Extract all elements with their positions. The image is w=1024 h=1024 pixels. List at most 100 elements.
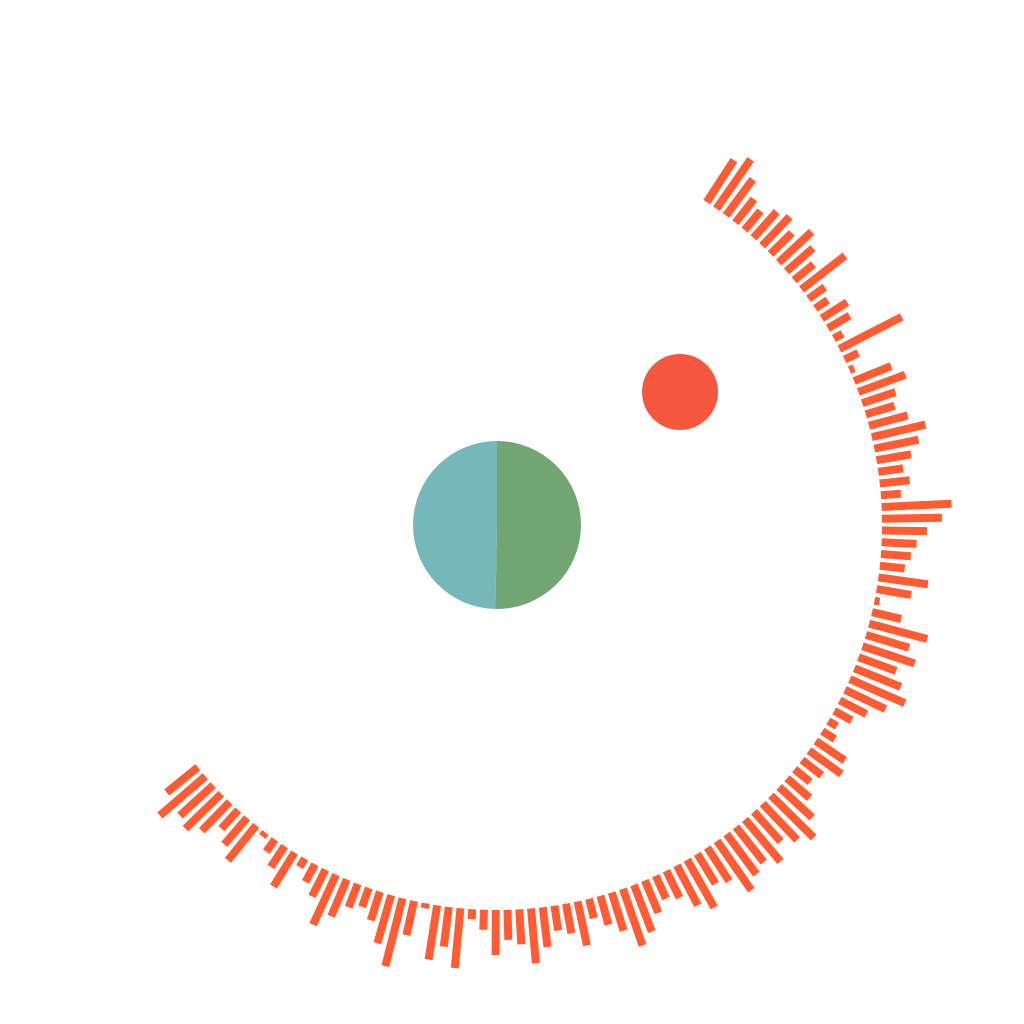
- level-bar: [450, 907, 465, 969]
- level-bar: [550, 905, 563, 932]
- level-bar: [826, 717, 839, 730]
- level-bar: [358, 886, 373, 909]
- level-bar: [783, 245, 816, 275]
- level-bar: [791, 261, 817, 284]
- level-bar: [856, 371, 907, 396]
- level-bar: [439, 906, 453, 948]
- level-bar: [424, 904, 442, 961]
- level-bar: [538, 906, 552, 948]
- level-bar: [775, 228, 815, 266]
- level-bar: [813, 737, 847, 764]
- level-bar: [573, 900, 591, 947]
- level-bar: [683, 857, 718, 910]
- level-bar: [630, 883, 656, 933]
- level-bar: [270, 850, 298, 889]
- level-bar: [157, 773, 208, 819]
- level-bar: [366, 890, 384, 922]
- level-bar: [296, 856, 309, 870]
- level-bar: [881, 526, 928, 536]
- level-bar: [843, 686, 888, 713]
- level-bar: [515, 909, 526, 945]
- level-bar: [742, 816, 784, 865]
- level-bar: [267, 843, 288, 870]
- level-bar: [820, 727, 838, 743]
- level-bar: [420, 902, 430, 909]
- level-bar: [177, 782, 216, 819]
- level-bar: [880, 489, 902, 500]
- level-bar: [832, 707, 854, 724]
- level-bar: [164, 764, 201, 796]
- level-bar: [259, 830, 269, 839]
- level-bar: [784, 775, 813, 801]
- level-bar: [877, 464, 904, 476]
- level-bar: [308, 867, 329, 899]
- level-bar: [819, 298, 850, 322]
- level-bar: [875, 585, 912, 599]
- level-bar: [585, 897, 598, 920]
- level-bar: [852, 362, 893, 385]
- level-bar: [479, 909, 488, 930]
- level-bar: [881, 499, 952, 511]
- dot: [642, 354, 718, 430]
- level-bar: [879, 561, 906, 573]
- level-bar: [842, 349, 860, 364]
- level-bar: [741, 208, 764, 233]
- level-bar: [381, 897, 407, 968]
- level-bar: [750, 809, 784, 845]
- level-bar: [503, 909, 513, 940]
- level-bar: [723, 831, 760, 877]
- level-bar: [831, 330, 845, 343]
- level-bar: [467, 908, 477, 920]
- level-bar: [852, 664, 903, 691]
- level-bar: [881, 513, 943, 523]
- level-bar: [848, 675, 907, 707]
- level-bar: [768, 792, 817, 841]
- level-bar: [837, 313, 904, 353]
- level-bar: [806, 283, 828, 303]
- level-bar: [799, 252, 848, 293]
- level-bar: [713, 838, 755, 893]
- level-bar: [262, 837, 279, 855]
- level-bar: [198, 799, 233, 834]
- level-bar: [402, 900, 418, 936]
- level-bar: [806, 747, 844, 778]
- level-bar: [662, 868, 684, 900]
- level-bar: [607, 891, 628, 932]
- level-bar: [703, 845, 733, 884]
- level-bar: [327, 877, 351, 918]
- level-bar: [864, 631, 911, 652]
- level-bar: [870, 420, 927, 442]
- level-bar: [847, 364, 856, 374]
- level-bar: [792, 766, 813, 786]
- level-bar: [873, 596, 881, 606]
- level-bar: [527, 908, 540, 964]
- level-bar: [875, 450, 912, 465]
- level-bar: [759, 214, 793, 249]
- level-bar: [652, 874, 670, 901]
- level-bar: [218, 807, 242, 832]
- pie-slice: [412, 441, 497, 609]
- level-bar: [864, 401, 896, 419]
- level-bar: [301, 862, 319, 884]
- level-bar: [825, 312, 852, 332]
- level-bar: [224, 822, 260, 863]
- level-bar: [703, 157, 738, 205]
- level-bar: [861, 642, 916, 668]
- level-bar: [309, 873, 340, 927]
- level-bar: [732, 196, 758, 226]
- level-bar: [837, 696, 869, 718]
- level-bar: [722, 176, 757, 218]
- level-bar: [673, 863, 702, 908]
- level-bar: [732, 824, 768, 865]
- level-bar: [857, 653, 898, 675]
- level-bar: [881, 538, 917, 548]
- level-bar: [641, 878, 663, 915]
- level-bar: [562, 903, 576, 934]
- level-bar: [221, 815, 251, 848]
- level-bar: [880, 550, 912, 561]
- level-bar: [868, 619, 929, 643]
- level-bar: [713, 157, 754, 211]
- level-bar: [596, 894, 613, 926]
